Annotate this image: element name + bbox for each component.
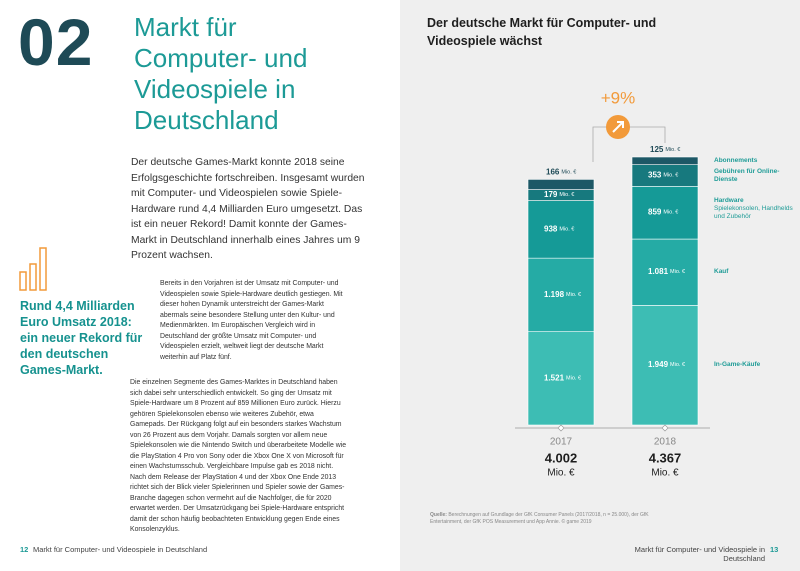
bar-segment <box>631 186 699 240</box>
chart: +9% 1.521 Mio. €1.198 Mio. €938 Mio. €179 Mi… <box>515 88 710 479</box>
unit: Mio. € <box>663 173 678 179</box>
value: 1.949 <box>648 360 669 369</box>
footer-text: Markt für Computer- und Videospiele in D… <box>33 545 208 554</box>
value: 1.198 <box>544 290 565 299</box>
value-label: 1.198 Mio. € <box>544 290 581 299</box>
value: 353 <box>648 171 662 180</box>
axis-diamond <box>661 424 669 432</box>
axis-diamond <box>557 424 565 432</box>
unit: Mio. € <box>566 376 581 382</box>
bar-segment <box>631 156 699 165</box>
source-label: Quelle: <box>430 512 447 518</box>
value-label: 353 Mio. € <box>648 171 678 180</box>
legend-entry: Abonnements <box>714 157 794 165</box>
value-label: 125 Mio. € <box>650 145 680 154</box>
bracket <box>630 126 666 143</box>
total-label: 4.367 <box>649 450 682 465</box>
bar-segment <box>527 257 595 332</box>
value-label: 859 Mio. € <box>648 208 678 217</box>
value-label: 179 Mio. € <box>544 190 574 199</box>
value-label: 1.949 Mio. € <box>648 360 685 369</box>
body-paragraph: Die einzelnen Segmente des Games-Marktes… <box>130 379 347 533</box>
value-label: 1.081 Mio. € <box>648 267 685 276</box>
growth-arrow <box>612 121 624 133</box>
bar-segment <box>527 200 595 259</box>
legend-entry: Gebühren für Online-Dienste <box>714 168 794 184</box>
total-label: 4.002 <box>545 450 578 465</box>
value: 125 <box>650 145 664 154</box>
bar-segment <box>527 331 595 426</box>
legend-description: Spielekonsolen, Handhelds und Zubehör <box>714 204 793 220</box>
x-tick-label: 2017 <box>550 437 573 448</box>
source-text: Berechnungen auf Grundlage der GfK Consu… <box>430 512 649 525</box>
value: 859 <box>648 208 662 217</box>
body-paragraph: Bereits in den Vorjahren ist der Umsatz … <box>160 280 343 361</box>
value-label: 166 Mio. € <box>546 168 576 177</box>
unit: Mio. € <box>663 210 678 216</box>
legend-entry: Hardware Spielekonsolen, Handhelds und Zu… <box>714 197 794 221</box>
source: Quelle: Berechnungen auf Grundlage der G… <box>430 512 670 525</box>
intro: Der deutsche Games-Markt konnte 2018 sei… <box>131 157 365 261</box>
right-page <box>400 0 800 571</box>
unit: Mio. € <box>566 292 581 298</box>
legend-name: Hardware <box>714 196 744 204</box>
unit: Mio. € <box>670 363 685 369</box>
chapter-number: 02 <box>18 5 94 79</box>
chart-icon <box>19 247 47 291</box>
value-label: 1.521 Mio. € <box>544 373 581 382</box>
change-label: +9% <box>601 88 636 107</box>
unit: Mio. € <box>665 147 680 153</box>
total-unit: Mio. € <box>651 468 679 479</box>
value: 938 <box>544 224 558 233</box>
unit: Mio. € <box>559 227 574 233</box>
bracket <box>592 126 606 162</box>
value: 1.521 <box>544 373 565 382</box>
legend-name: In-Game-Käufe <box>714 361 761 369</box>
unit: Mio. € <box>561 170 576 176</box>
x-tick-label: 2018 <box>654 437 677 448</box>
value: 179 <box>544 190 558 199</box>
legend-entry: Kauf <box>714 268 794 276</box>
value-label: 938 Mio. € <box>544 224 574 233</box>
chart-title: Der deutsche Markt für Computer- und Vid… <box>427 16 657 48</box>
legend-name: Gebühren für Online-Dienste <box>714 167 780 183</box>
legend-entry: In-Game-Käufe <box>714 361 794 369</box>
footer-text: Markt für Computer- und Videospiele in D… <box>634 545 765 563</box>
highlight: Rund 4,4 Milliarden Euro Umsatz 2018: ei… <box>20 299 143 377</box>
page-number: 12 <box>20 545 29 554</box>
value: 166 <box>546 168 560 177</box>
bar-segment <box>631 305 699 426</box>
page-title: Markt für Computer- und Videospiele in D… <box>134 12 308 135</box>
unit: Mio. € <box>559 193 574 199</box>
legend-name: Kauf <box>714 268 729 276</box>
value: 1.081 <box>648 267 669 276</box>
page-number: 13 <box>770 545 779 554</box>
bar-segment <box>527 179 595 190</box>
unit: Mio. € <box>670 270 685 276</box>
total-unit: Mio. € <box>547 468 575 479</box>
legend-name: Abonnements <box>714 156 758 164</box>
